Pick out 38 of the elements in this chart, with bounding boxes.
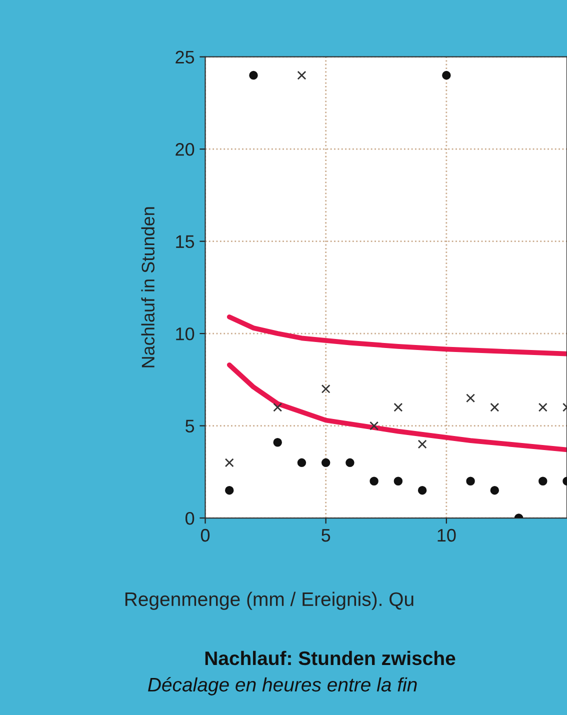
point	[466, 476, 475, 486]
point	[418, 486, 427, 495]
point	[370, 421, 379, 430]
y-tick-label: 10	[176, 327, 194, 340]
y-tick-label: 0	[186, 512, 194, 525]
text: Décalage en heures entre la fin	[148, 677, 417, 696]
point	[321, 458, 330, 468]
point	[490, 402, 500, 412]
point	[273, 402, 282, 412]
x-tick-label: 5	[322, 529, 330, 542]
x-axis-title: Regenmenge (mm / Ereignis). Qu	[125, 592, 414, 610]
point	[225, 486, 234, 495]
line-series	[226, 362, 567, 452]
point	[442, 70, 451, 80]
y-axis-title: Nachlauf in Stunden	[141, 207, 155, 368]
point	[321, 384, 330, 394]
point	[297, 70, 306, 80]
point	[370, 476, 378, 486]
y-tick-label: 20	[176, 143, 194, 156]
point	[273, 438, 282, 447]
point	[538, 402, 548, 412]
point	[394, 476, 403, 486]
point	[466, 394, 476, 403]
point	[418, 440, 427, 449]
point	[394, 402, 403, 412]
point	[297, 458, 306, 468]
point	[538, 476, 548, 486]
point	[249, 70, 258, 80]
point	[224, 458, 234, 468]
y-tick-label: 5	[186, 420, 194, 433]
point	[346, 458, 354, 468]
text: Nachlauf: Stunden zwische	[205, 650, 456, 666]
x-tick-label: 10	[438, 528, 456, 542]
line-series	[226, 314, 567, 356]
y-tick-label: 15	[176, 235, 194, 248]
x-tick-label: 0	[200, 528, 210, 542]
y-tick-label: 25	[176, 50, 194, 64]
point	[490, 486, 500, 495]
